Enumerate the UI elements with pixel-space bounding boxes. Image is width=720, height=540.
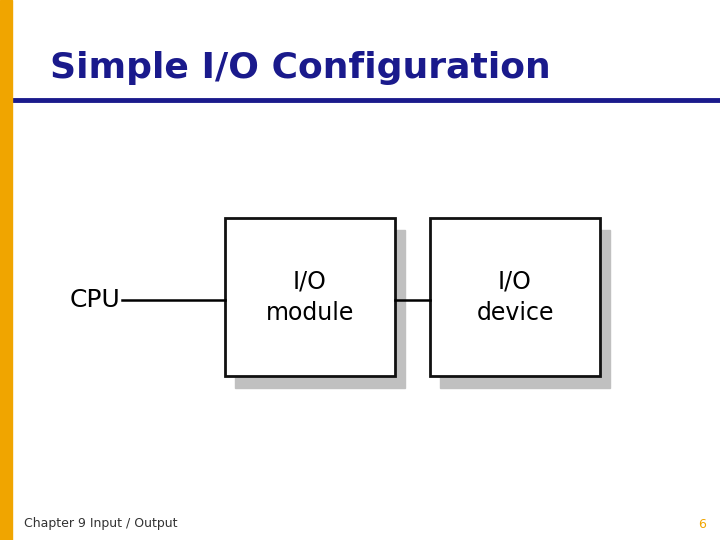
Text: Chapter 9 Input / Output: Chapter 9 Input / Output	[24, 517, 178, 530]
Text: I/O
module: I/O module	[266, 269, 354, 325]
Bar	[0, 0, 12, 540]
Text: CPU: CPU	[70, 288, 121, 312]
Bar	[235, 230, 405, 388]
Text: Simple I/O Configuration: Simple I/O Configuration	[50, 51, 551, 85]
Text: I/O
device: I/O device	[476, 269, 554, 325]
Text: 6: 6	[698, 517, 706, 530]
Bar	[430, 218, 600, 376]
Bar	[440, 230, 610, 388]
Bar	[225, 218, 395, 376]
